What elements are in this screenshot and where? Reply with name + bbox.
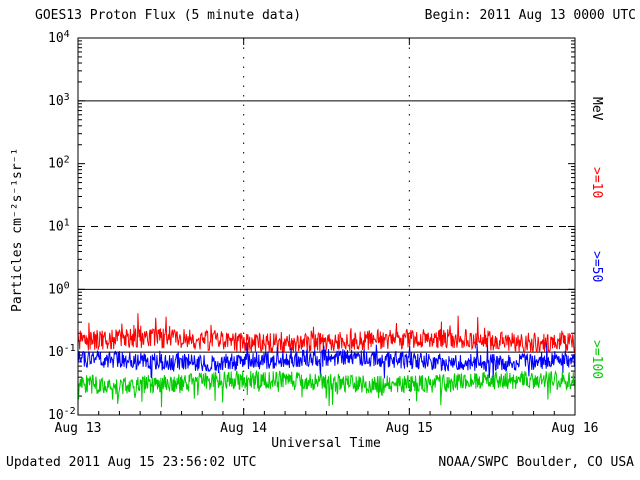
y-tick-label: 10-2 (48, 406, 76, 423)
begin-timestamp: Begin: 2011 Aug 13 0000 UTC (424, 8, 636, 23)
updated-timestamp: Updated 2011 Aug 15 23:56:02 UTC (6, 455, 257, 470)
x-tick-label: Aug 13 (55, 421, 102, 436)
chart-title: GOES13 Proton Flux (5 minute data) (35, 8, 302, 23)
series-line-50 (77, 342, 576, 383)
y-tick-label: 103 (48, 92, 70, 109)
y-tick-label: 100 (48, 280, 70, 297)
plot-border (77, 37, 576, 416)
y-tick-label: 10-1 (48, 343, 76, 360)
x-tick-label: Aug 15 (386, 421, 433, 436)
x-tick-label: Aug 14 (220, 421, 267, 436)
series-lines (77, 313, 576, 408)
y-tick-label: 104 (48, 29, 70, 46)
gridlines (78, 38, 575, 415)
series-line-10 (77, 313, 576, 354)
x-tick-label: Aug 16 (552, 421, 599, 436)
x-axis-label: Universal Time (271, 436, 381, 451)
source-credit: NOAA/SWPC Boulder, CO USA (438, 455, 634, 470)
series-line-100 (77, 369, 576, 408)
y-tick-label: 102 (48, 155, 70, 172)
y-tick-label: 101 (48, 218, 70, 235)
